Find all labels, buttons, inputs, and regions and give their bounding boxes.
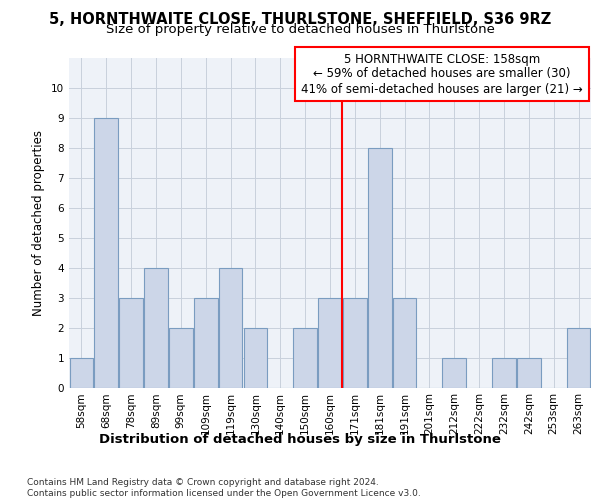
Text: Contains HM Land Registry data © Crown copyright and database right 2024.
Contai: Contains HM Land Registry data © Crown c… — [27, 478, 421, 498]
Bar — [70, 358, 93, 388]
Text: Size of property relative to detached houses in Thurlstone: Size of property relative to detached ho… — [106, 22, 494, 36]
Bar — [567, 328, 590, 388]
Bar — [194, 298, 218, 388]
Text: 5, HORNTHWAITE CLOSE, THURLSTONE, SHEFFIELD, S36 9RZ: 5, HORNTHWAITE CLOSE, THURLSTONE, SHEFFI… — [49, 12, 551, 26]
Bar — [393, 298, 416, 388]
Bar — [517, 358, 541, 388]
Bar — [442, 358, 466, 388]
Bar — [244, 328, 267, 388]
Bar — [119, 298, 143, 388]
Text: 5 HORNTHWAITE CLOSE: 158sqm
← 59% of detached houses are smaller (30)
41% of sem: 5 HORNTHWAITE CLOSE: 158sqm ← 59% of det… — [301, 52, 583, 96]
Bar — [492, 358, 516, 388]
Y-axis label: Number of detached properties: Number of detached properties — [32, 130, 46, 316]
Bar — [293, 328, 317, 388]
Bar — [343, 298, 367, 388]
Bar — [94, 118, 118, 388]
Bar — [318, 298, 342, 388]
Text: Distribution of detached houses by size in Thurlstone: Distribution of detached houses by size … — [99, 432, 501, 446]
Bar — [368, 148, 392, 388]
Bar — [169, 328, 193, 388]
Bar — [144, 268, 168, 388]
Bar — [219, 268, 242, 388]
